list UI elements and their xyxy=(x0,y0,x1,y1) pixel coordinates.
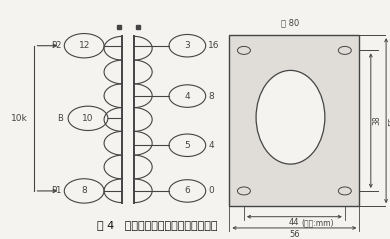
Text: 3: 3 xyxy=(184,41,190,50)
Text: 38: 38 xyxy=(373,116,382,125)
Text: 44: 44 xyxy=(289,218,300,227)
Text: 10: 10 xyxy=(82,114,94,123)
Text: 55: 55 xyxy=(388,116,390,125)
Text: 图 4   输出变压器外形尺寸和接线端子: 图 4 输出变压器外形尺寸和接线端子 xyxy=(97,220,217,230)
Text: 5: 5 xyxy=(184,141,190,150)
Text: (单位:mm): (单位:mm) xyxy=(301,218,333,227)
Text: 8: 8 xyxy=(81,186,87,196)
Text: 12: 12 xyxy=(78,41,90,50)
Text: 高 80: 高 80 xyxy=(281,18,300,27)
Text: 8: 8 xyxy=(208,92,214,101)
Text: 4: 4 xyxy=(208,141,214,150)
Text: 6: 6 xyxy=(184,186,190,196)
Ellipse shape xyxy=(256,71,325,164)
Text: 0: 0 xyxy=(208,186,214,196)
Text: B: B xyxy=(57,114,63,123)
Text: 4: 4 xyxy=(184,92,190,101)
Bar xyxy=(229,35,359,206)
Text: 10k: 10k xyxy=(11,114,28,123)
Text: P1: P1 xyxy=(51,186,61,196)
Text: 56: 56 xyxy=(289,230,300,239)
Text: 16: 16 xyxy=(208,41,220,50)
Text: P2: P2 xyxy=(51,41,61,50)
